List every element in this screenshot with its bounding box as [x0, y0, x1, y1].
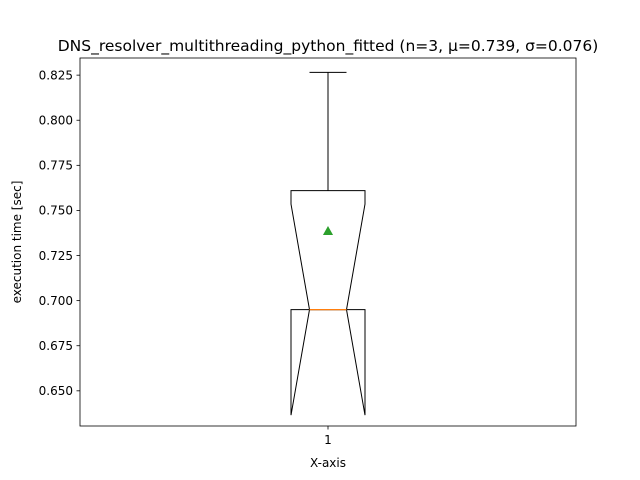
box-body — [290, 190, 366, 416]
y-axis-label: execution time [sec] — [10, 181, 24, 304]
chart-title: DNS_resolver_multithreading_python_fitte… — [58, 37, 599, 56]
y-tick-label: 0.750 — [39, 204, 73, 218]
y-tick-label: 0.825 — [39, 68, 73, 82]
y-tick-label: 0.650 — [39, 384, 73, 398]
x-tick-label: 1 — [324, 433, 332, 447]
plot-area: 0.650 0.675 0.700 0.725 0.750 0.775 0.800 0.825… — [39, 57, 577, 447]
y-tick-label: 0.725 — [39, 249, 73, 263]
y-tick-label: 0.700 — [39, 294, 73, 308]
x-axis-label: X-axis — [310, 456, 346, 470]
y-tick-label: 0.675 — [39, 339, 73, 353]
mean-marker — [322, 225, 334, 236]
y-tick-label: 0.775 — [39, 159, 73, 173]
y-tick-label: 0.800 — [39, 114, 73, 128]
